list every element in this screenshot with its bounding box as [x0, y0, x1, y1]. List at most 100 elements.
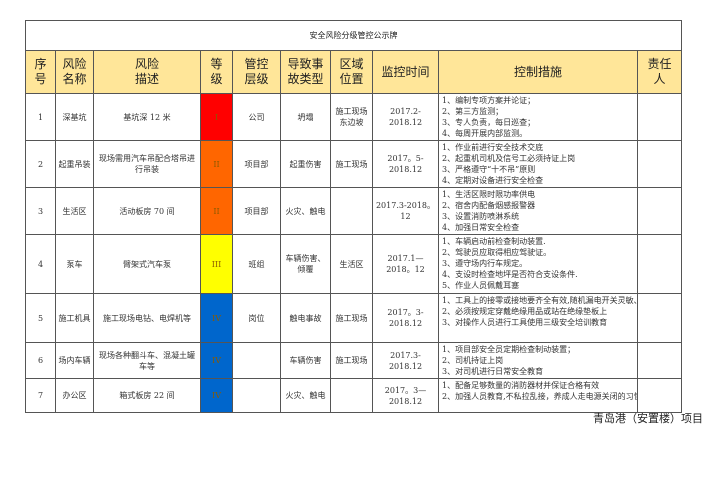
cell-measures: 1、项目部安全员定期检查制动装置； 2、司机持证上岗 3、对司机进行日常安全教育 [438, 342, 638, 379]
measure-item: 2、起重机司机及信号工必须持证上岗 [442, 154, 576, 163]
cell-layer: 公司 [232, 93, 281, 141]
cell-accident: 车辆伤害 [280, 342, 331, 379]
cell-time: 2017.3-2018。12 [372, 187, 439, 235]
header-time: 监控时间 [372, 50, 439, 94]
cell-no: 7 [25, 378, 56, 413]
cell-layer: 项目部 [232, 187, 281, 235]
cell-level: IV [200, 378, 233, 413]
cell-name: 场内车辆 [55, 342, 94, 379]
header-accident: 导致事 故类型 [280, 50, 331, 94]
cell-name: 起重吊装 [55, 140, 94, 188]
cell-accident: 触电事故 [280, 293, 331, 343]
cell-time: 2017。5-2018.12 [372, 140, 439, 188]
cell-desc: 基坑深 12 米 [93, 93, 201, 141]
measure-item: 1、生活区限时限功率供电 [442, 190, 536, 199]
cell-person [636, 293, 683, 343]
table-row: 1 深基坑 基坑深 12 米 I 公司 坍塌 施工现场东边坡 2017.2-2018.12 1、… [25, 93, 683, 141]
measure-item: 4、每周开展内部监测。 [442, 129, 528, 138]
cell-no: 3 [25, 187, 56, 235]
cell-level: I [200, 93, 233, 141]
table-row: 6 场内车辆 现场各种翻斗车、混凝土罐车等 IV 车辆伤害 施工现场 2017.3-2018… [25, 342, 683, 379]
header-level: 等 级 [200, 50, 233, 94]
cell-name: 泵车 [55, 234, 94, 294]
header-desc: 风险 描述 [93, 50, 201, 94]
cell-level: IV [200, 342, 233, 379]
cell-no: 1 [25, 93, 56, 141]
cell-no: 5 [25, 293, 56, 343]
cell-desc: 施工现场电钻、电焊机等 [93, 293, 201, 343]
cell-no: 2 [25, 140, 56, 188]
cell-desc: 臂架式汽车泵 [93, 234, 201, 294]
measure-item: 1、配备足够数量的消防器材并保证合格有效 [442, 381, 600, 390]
cell-area: 生活区 [330, 234, 373, 294]
cell-time: 2017.2-2018.12 [372, 93, 439, 141]
cell-name: 生活区 [55, 187, 94, 235]
cell-layer: 岗位 [232, 293, 281, 343]
cell-name: 办公区 [55, 378, 94, 413]
measure-item: 4、加强日常安全检查 [442, 223, 520, 232]
cell-time: 2017.3-2018.12 [372, 342, 439, 379]
cell-area [330, 378, 373, 413]
cell-measures: 1、配备足够数量的消防器材并保证合格有效 2、加强人员教育,不私拉乱接，养成人走电… [438, 378, 638, 413]
cell-measures: 1、作业前进行安全技术交底 2、起重机司机及信号工必须持证上岗 3、严格遵守“十不吊… [438, 140, 638, 188]
measure-item: 3、严格遵守“十不吊”原则 [442, 165, 536, 174]
cell-level: II [200, 187, 233, 235]
cell-time: 2017.1—2018。12 [372, 234, 439, 294]
cell-time: 2017。3-2018.12 [372, 293, 439, 343]
header-name: 风险 名称 [55, 50, 94, 94]
cell-accident: 坍塌 [280, 93, 331, 141]
cell-layer: 项目部 [232, 140, 281, 188]
cell-area: 施工现场 [330, 293, 373, 343]
cell-layer [232, 342, 281, 379]
table-row: 4 泵车 臂架式汽车泵 III 班组 车辆伤害、倾覆 生活区 2017.1—2018。12 1、… [25, 234, 683, 294]
measure-item: 2、必须按规定穿戴绝缘用品或站在绝缘垫板上 [442, 307, 608, 316]
table-row: 7 办公区 箱式板房 22 间 IV 火灾、触电 2017。3—2018.12 1、配备足够… [25, 378, 683, 413]
measure-item: 2、加强人员教育,不私拉乱接，养成人走电源关闭的习惯 [442, 392, 638, 401]
cell-level: II [200, 140, 233, 188]
cell-desc: 现场各种翻斗车、混凝土罐车等 [93, 342, 201, 379]
cell-layer: 班组 [232, 234, 281, 294]
measure-item: 1、编制专项方案并论证； [442, 96, 536, 105]
measure-item: 3、对操作人员进行工具使用三级安全培训教育 [442, 318, 608, 327]
measure-item: 5、作业人员佩戴耳塞 [442, 281, 520, 290]
cell-accident: 起重伤害 [280, 140, 331, 188]
table-row: 3 生活区 活动板房 70 间 II 项目部 火灾、触电 2017.3-2018。12 1、生… [25, 187, 683, 235]
header-measures: 控制措施 [438, 50, 638, 94]
cell-person [636, 93, 683, 141]
measure-item: 1、项目部安全员定期检查制动装置； [442, 345, 576, 354]
cell-measures: 1、工具上的接零或接地要齐全有效,随机漏电开关灵敏、安全有效 2、必须按规定穿戴绝… [438, 293, 638, 343]
cell-layer [232, 378, 281, 413]
risk-table: 安全风险分级管控公示牌 序 号风险 名称 风险 描述等 级管控 层级 导致事 故类型… [24, 20, 683, 413]
measure-item: 3、对司机进行日常安全教育 [442, 367, 544, 376]
measure-item: 3、设置消防喷淋系统 [442, 212, 520, 221]
cell-person [636, 342, 683, 379]
cell-level: IV [200, 293, 233, 343]
header-layer: 管控 层级 [232, 50, 281, 94]
measure-item: 1、作业前进行安全技术交底 [442, 143, 544, 152]
measure-item: 4、定期对设备进行安全检查 [442, 176, 544, 185]
cell-no: 4 [25, 234, 56, 294]
measure-item: 1、工具上的接零或接地要齐全有效,随机漏电开关灵敏、安全有效 [442, 296, 637, 305]
cell-person [636, 234, 683, 294]
cell-area: 施工现场 [330, 342, 373, 379]
cell-measures: 1、生活区限时限功率供电 2、宿舍内配备烟感报警器 3、设置消防喷淋系统 4、加强日常… [438, 187, 638, 235]
cell-no: 6 [25, 342, 56, 379]
header-no: 序 号 [25, 50, 56, 94]
cell-person [636, 187, 683, 235]
cell-measures: 1、编制专项方案并论证； 2、第三方监测； 3、专人负责，每日巡查； 4、每周开展内部… [438, 93, 638, 141]
cell-level: III [200, 234, 233, 294]
table-row: 2 起重吊装 现场需用汽车吊配合塔吊进行吊装 II 项目部 起重伤害 施工现场 2017。5-… [25, 140, 683, 188]
cell-person [636, 140, 683, 188]
measure-item: 2、司机持证上岗 [442, 356, 504, 365]
cell-time: 2017。3—2018.12 [372, 378, 439, 413]
cell-name: 施工机具 [55, 293, 94, 343]
cell-desc: 箱式板房 22 间 [93, 378, 201, 413]
cell-desc: 活动板房 70 间 [93, 187, 201, 235]
measure-item: 2、驾驶员应取得相应驾驶证。 [442, 248, 552, 257]
cell-desc: 现场需用汽车吊配合塔吊进行吊装 [93, 140, 201, 188]
measure-item: 3、专人负责，每日巡查； [442, 118, 536, 127]
cell-person [636, 378, 683, 413]
measure-item: 3、遵守场内行车规定。 [442, 259, 528, 268]
cell-name: 深基坑 [55, 93, 94, 141]
table-title: 安全风险分级管控公示牌 [24, 20, 683, 51]
